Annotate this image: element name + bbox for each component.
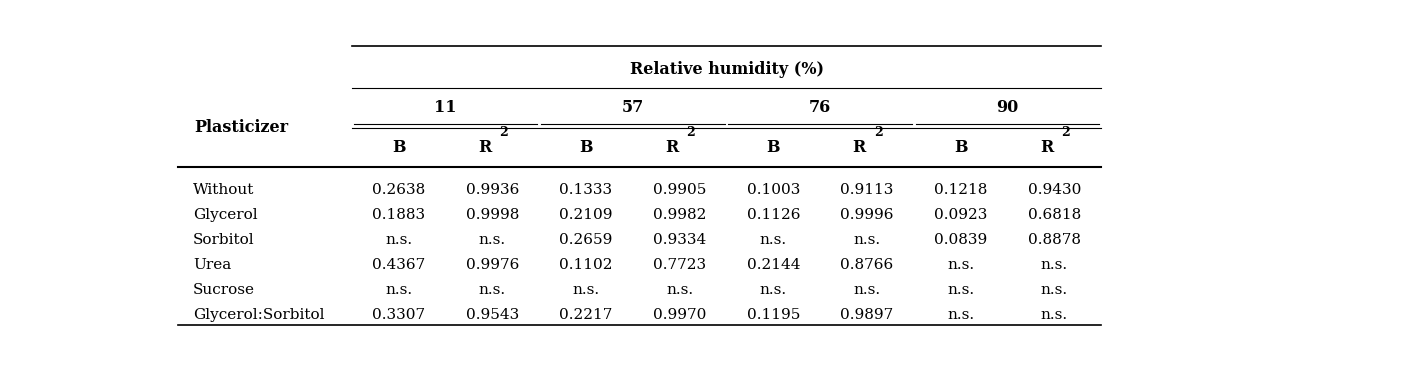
Text: Urea: Urea (193, 258, 232, 272)
Text: n.s.: n.s. (759, 283, 786, 297)
Text: 0.1883: 0.1883 (373, 208, 425, 222)
Text: 0.4367: 0.4367 (373, 258, 425, 272)
Text: 0.2109: 0.2109 (559, 208, 613, 222)
Text: n.s.: n.s. (479, 283, 506, 297)
Text: 0.1102: 0.1102 (559, 258, 613, 272)
Text: 0.0923: 0.0923 (934, 208, 987, 222)
Text: 2: 2 (499, 125, 508, 138)
Text: Without: Without (193, 183, 255, 197)
Text: 0.1195: 0.1195 (747, 308, 801, 322)
Text: Sorbitol: Sorbitol (193, 233, 255, 247)
Text: 90: 90 (997, 99, 1018, 116)
Text: Glycerol: Glycerol (193, 208, 257, 222)
Text: R: R (665, 139, 678, 156)
Text: 0.2659: 0.2659 (559, 233, 613, 247)
Text: 0.1218: 0.1218 (934, 183, 987, 197)
Text: 2: 2 (1061, 125, 1069, 138)
Text: 0.2217: 0.2217 (559, 308, 613, 322)
Text: 0.9936: 0.9936 (465, 183, 519, 197)
Text: 11: 11 (434, 99, 456, 116)
Text: 0.9970: 0.9970 (653, 308, 707, 322)
Text: 0.2638: 0.2638 (373, 183, 425, 197)
Text: 0.9897: 0.9897 (840, 308, 893, 322)
Text: 0.9982: 0.9982 (653, 208, 707, 222)
Text: n.s.: n.s. (947, 258, 974, 272)
Text: B: B (392, 139, 405, 156)
Text: n.s.: n.s. (479, 233, 506, 247)
Text: n.s.: n.s. (853, 283, 880, 297)
Text: Plasticizer: Plasticizer (195, 119, 289, 136)
Text: n.s.: n.s. (853, 233, 880, 247)
Text: 0.9543: 0.9543 (466, 308, 519, 322)
Text: 0.9334: 0.9334 (653, 233, 707, 247)
Text: 57: 57 (621, 99, 644, 116)
Text: 0.8766: 0.8766 (840, 258, 893, 272)
Text: n.s.: n.s. (1041, 258, 1068, 272)
Text: n.s.: n.s. (573, 283, 600, 297)
Text: n.s.: n.s. (1041, 283, 1068, 297)
Text: 2: 2 (687, 125, 695, 138)
Text: 0.9905: 0.9905 (653, 183, 707, 197)
Text: n.s.: n.s. (385, 283, 412, 297)
Text: n.s.: n.s. (665, 283, 694, 297)
Text: n.s.: n.s. (947, 308, 974, 322)
Text: Sucrose: Sucrose (193, 283, 255, 297)
Text: R: R (1039, 139, 1054, 156)
Text: B: B (579, 139, 593, 156)
Text: 0.2144: 0.2144 (747, 258, 801, 272)
Text: 0.1003: 0.1003 (747, 183, 801, 197)
Text: 0.3307: 0.3307 (373, 308, 425, 322)
Text: 0.9998: 0.9998 (465, 208, 519, 222)
Text: 0.6818: 0.6818 (1028, 208, 1081, 222)
Text: 0.9996: 0.9996 (840, 208, 894, 222)
Text: 0.9430: 0.9430 (1028, 183, 1081, 197)
Text: n.s.: n.s. (385, 233, 412, 247)
Text: Relative humidity (%): Relative humidity (%) (630, 61, 823, 78)
Text: Glycerol:Sorbitol: Glycerol:Sorbitol (193, 308, 324, 322)
Text: n.s.: n.s. (1041, 308, 1068, 322)
Text: 0.1126: 0.1126 (747, 208, 801, 222)
Text: 0.0839: 0.0839 (934, 233, 987, 247)
Text: 76: 76 (809, 99, 832, 116)
Text: R: R (478, 139, 491, 156)
Text: 0.1333: 0.1333 (559, 183, 613, 197)
Text: R: R (853, 139, 866, 156)
Text: B: B (766, 139, 781, 156)
Text: n.s.: n.s. (947, 283, 974, 297)
Text: n.s.: n.s. (759, 233, 786, 247)
Text: 0.9113: 0.9113 (840, 183, 894, 197)
Text: 0.8878: 0.8878 (1028, 233, 1081, 247)
Text: B: B (954, 139, 967, 156)
Text: 2: 2 (873, 125, 883, 138)
Text: 0.7723: 0.7723 (653, 258, 707, 272)
Text: 0.9976: 0.9976 (465, 258, 519, 272)
